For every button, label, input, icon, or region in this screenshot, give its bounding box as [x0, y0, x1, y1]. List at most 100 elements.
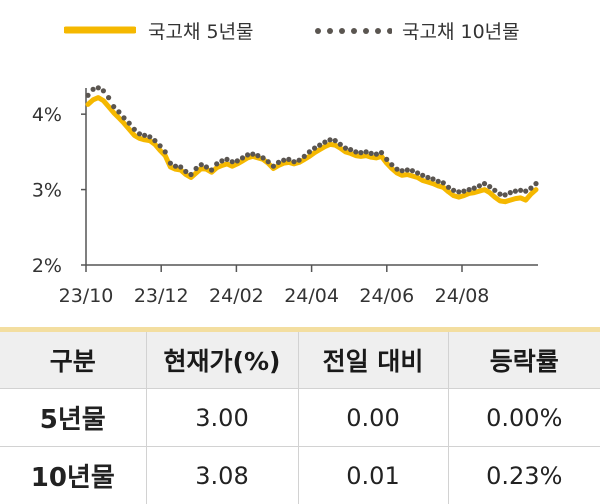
series-point-10y [157, 143, 163, 149]
cell-rate-10y: 0.23% [447, 446, 600, 504]
series-point-10y [306, 149, 312, 155]
series-point-10y [523, 188, 529, 194]
series-point-10y [312, 145, 318, 151]
series-point-10y [121, 115, 127, 121]
series-point-10y [239, 155, 246, 161]
series-point-10y [394, 166, 400, 172]
series-point-10y [337, 141, 343, 147]
series-point-10y [224, 156, 230, 162]
series-point-10y [471, 185, 477, 191]
series-point-10y [90, 86, 96, 92]
series-point-10y [430, 176, 436, 182]
series-point-10y [265, 159, 271, 165]
series-point-10y [420, 172, 426, 178]
header-change-rate: 등락률 [447, 332, 600, 389]
series-point-10y [507, 190, 513, 196]
series-point-10y [332, 138, 338, 144]
series-point-10y [518, 187, 524, 193]
series-point-10y [368, 150, 374, 156]
series-point-10y [142, 132, 148, 138]
series-point-10y [451, 187, 457, 193]
table-top-rule [0, 327, 600, 332]
x-tick-label: 23/12 [134, 285, 189, 307]
series-point-10y [106, 95, 112, 101]
series-point-10y [250, 151, 256, 157]
series-point-10y [415, 170, 421, 176]
x-tick-label: 24/02 [209, 285, 264, 307]
series-point-10y [481, 181, 488, 187]
series-point-10y [198, 162, 204, 168]
series-point-10y [461, 188, 467, 194]
cell-current-5y: 3.00 [145, 388, 298, 447]
table-row: 10년물 3.08 0.01 0.23% [0, 446, 600, 504]
series-point-10y [296, 157, 302, 163]
legend-line-dotted-icon [315, 28, 392, 34]
series-point-10y [136, 131, 143, 137]
series-point-10y [373, 151, 379, 157]
series-point-10y [214, 161, 220, 167]
series-point-10y [466, 187, 472, 193]
yield-table: 구분 현재가(%) 전일 대비 등락률 5년물 3.00 0.00 0.00% … [0, 332, 600, 504]
series-point-10y [229, 159, 235, 165]
row-label-10y: 10년물 [0, 446, 146, 504]
legend-label-10y: 국고채 10년물 [402, 20, 520, 43]
series-point-10y [384, 156, 390, 162]
series-line-5y [85, 95, 539, 205]
series-point-10y [476, 183, 482, 189]
series-point-10y [456, 189, 462, 195]
series-point-10y [209, 167, 215, 173]
series-point-10y [85, 92, 91, 98]
y-tick-label: 2% [32, 255, 62, 277]
series-point-10y [533, 181, 539, 187]
cell-change-10y: 0.01 [297, 446, 448, 504]
series-point-10y [409, 168, 415, 174]
legend-line-solid-icon [64, 26, 136, 34]
series-point-10y [152, 138, 158, 144]
series-point-10y [353, 149, 359, 155]
series-point-10y [512, 188, 519, 194]
series-point-10y [95, 85, 101, 91]
series-point-10y [193, 165, 199, 172]
yield-table-section: 구분 현재가(%) 전일 대비 등락률 5년물 3.00 0.00 0.00% … [0, 327, 600, 504]
series-point-10y [260, 155, 266, 161]
series-point-10y [404, 167, 410, 173]
chart-legend: 국고채 5년물 국고채 10년물 [0, 0, 600, 60]
cell-change-5y: 0.00 [297, 388, 448, 447]
series-point-10y [528, 185, 534, 191]
cell-current-10y: 3.08 [145, 446, 298, 504]
y-tick-label: 3% [32, 180, 62, 202]
header-category: 구분 [0, 332, 146, 389]
series-point-10y [327, 137, 333, 143]
series-point-10y [234, 158, 240, 164]
x-tick-label: 24/06 [359, 285, 414, 307]
series-point-10y [116, 109, 122, 115]
table-header-row: 구분 현재가(%) 전일 대비 등락률 [0, 332, 600, 389]
series-point-10y [172, 163, 179, 169]
header-change: 전일 대비 [297, 332, 448, 389]
series-point-10y [126, 120, 132, 126]
series-point-10y [445, 184, 452, 190]
series-point-10y [502, 192, 508, 198]
series-point-10y [167, 160, 173, 166]
series-point-10y [219, 158, 225, 164]
series-point-10y [378, 150, 385, 156]
legend-label-5y: 국고채 5년물 [148, 20, 254, 43]
series-point-10y [317, 142, 323, 148]
series-point-10y [245, 152, 251, 158]
series-point-10y [100, 88, 106, 94]
series-point-10y [389, 162, 395, 168]
series-point-10y [291, 159, 297, 165]
series-point-10y [487, 184, 493, 190]
series-point-10y [162, 149, 168, 155]
series-point-10y [399, 168, 405, 174]
series-point-10y [188, 171, 194, 178]
x-tick-label: 23/10 [59, 285, 114, 307]
header-current-price: 현재가(%) [145, 332, 298, 389]
series-point-10y [286, 156, 292, 162]
series-point-10y [363, 149, 369, 155]
series-point-10y [440, 180, 446, 186]
series-point-10y [425, 174, 431, 181]
series-point-10y [270, 163, 276, 169]
series-point-10y [275, 159, 282, 165]
series-point-10y [203, 164, 209, 170]
